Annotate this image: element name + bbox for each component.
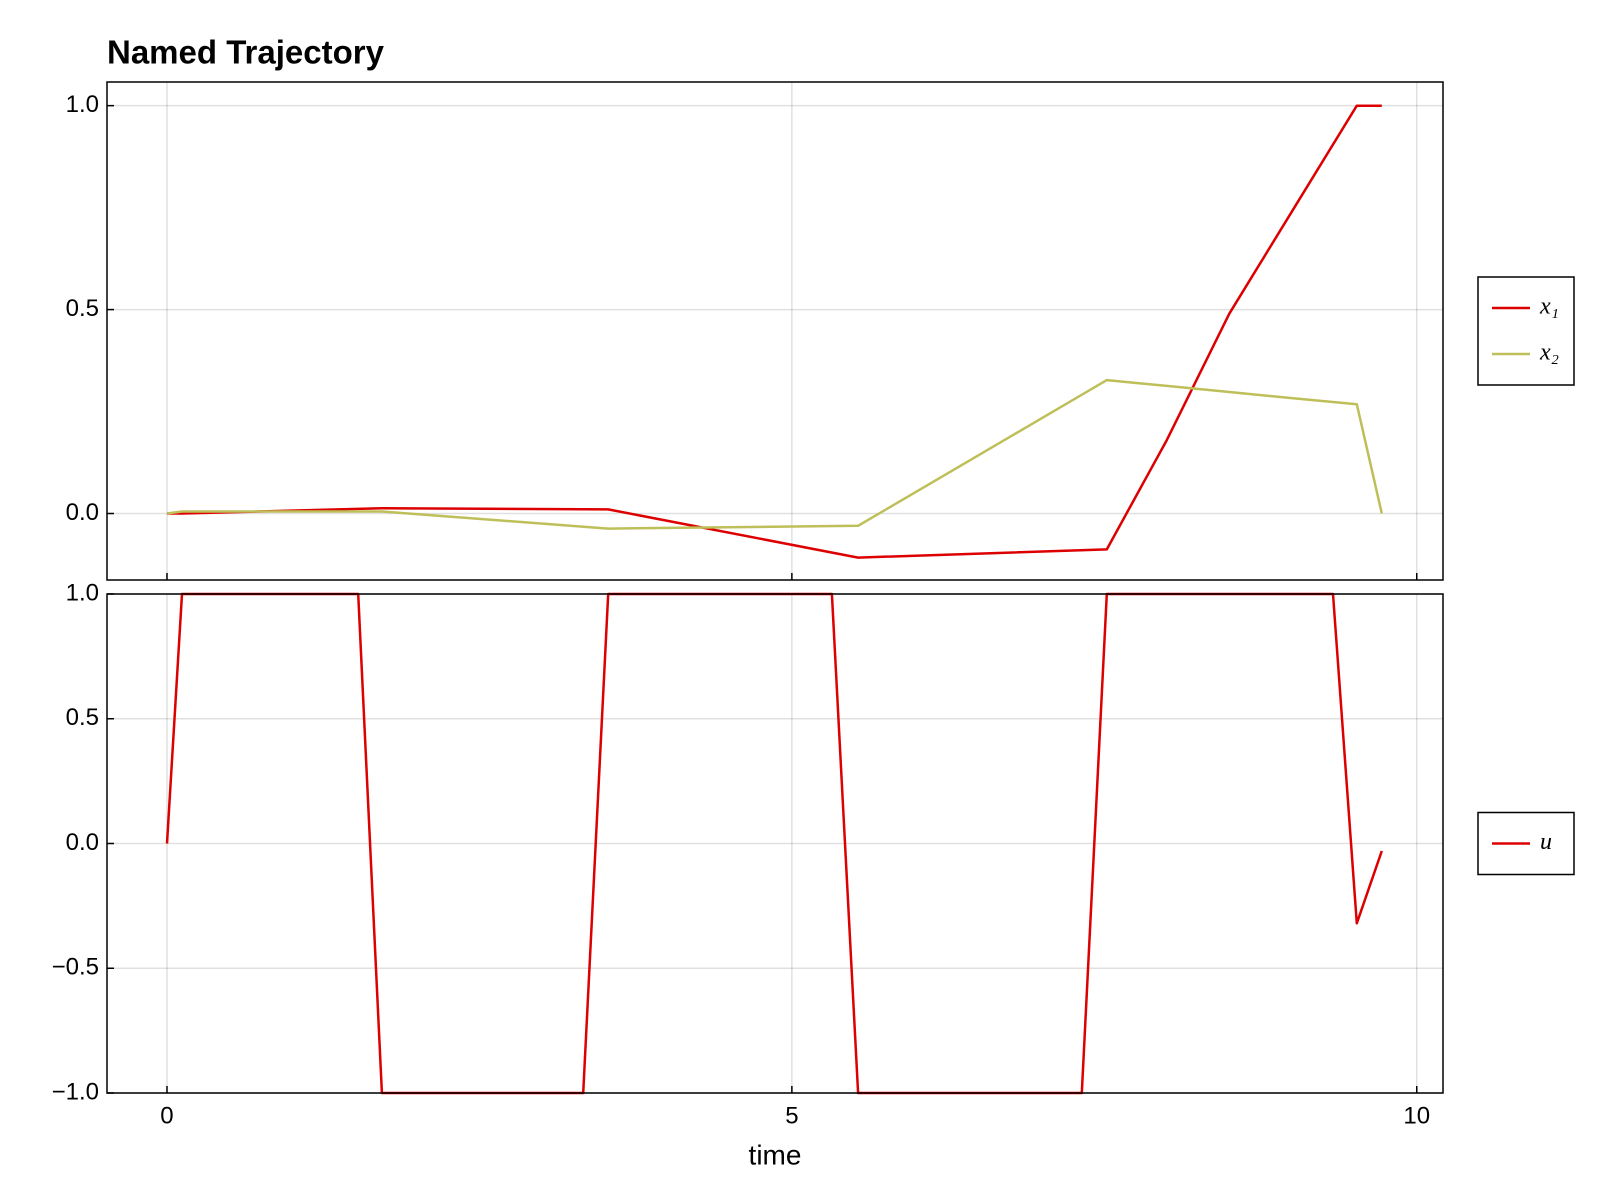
y-tick-label: −1.0 bbox=[52, 1078, 99, 1105]
legend-label: x₁ bbox=[1539, 294, 1559, 320]
chart-title: Named Trajectory bbox=[107, 34, 385, 71]
plot-frame bbox=[106, 81, 1444, 581]
legend-box bbox=[1477, 276, 1575, 386]
data-line bbox=[166, 378, 1384, 530]
y-tick-label: 0.0 bbox=[66, 829, 99, 856]
y-tick-label: 1.0 bbox=[66, 579, 99, 606]
plot-frame bbox=[106, 593, 1444, 1094]
x-tick-label: 0 bbox=[160, 1102, 173, 1129]
data-line bbox=[167, 104, 1382, 559]
y-tick-label: 0.5 bbox=[66, 295, 99, 322]
y-tick-label: 0.0 bbox=[66, 499, 99, 526]
y-tick-label: 0.5 bbox=[66, 704, 99, 731]
x-tick-label: 5 bbox=[785, 1102, 798, 1129]
y-tick-label: 1.0 bbox=[66, 91, 99, 118]
y-tick-label: −0.5 bbox=[52, 954, 99, 981]
legend-label: u bbox=[1540, 829, 1552, 855]
legend-label: x₂ bbox=[1539, 340, 1559, 366]
x-tick-label: 10 bbox=[1403, 1102, 1430, 1129]
x-axis-label: time bbox=[749, 1139, 802, 1170]
